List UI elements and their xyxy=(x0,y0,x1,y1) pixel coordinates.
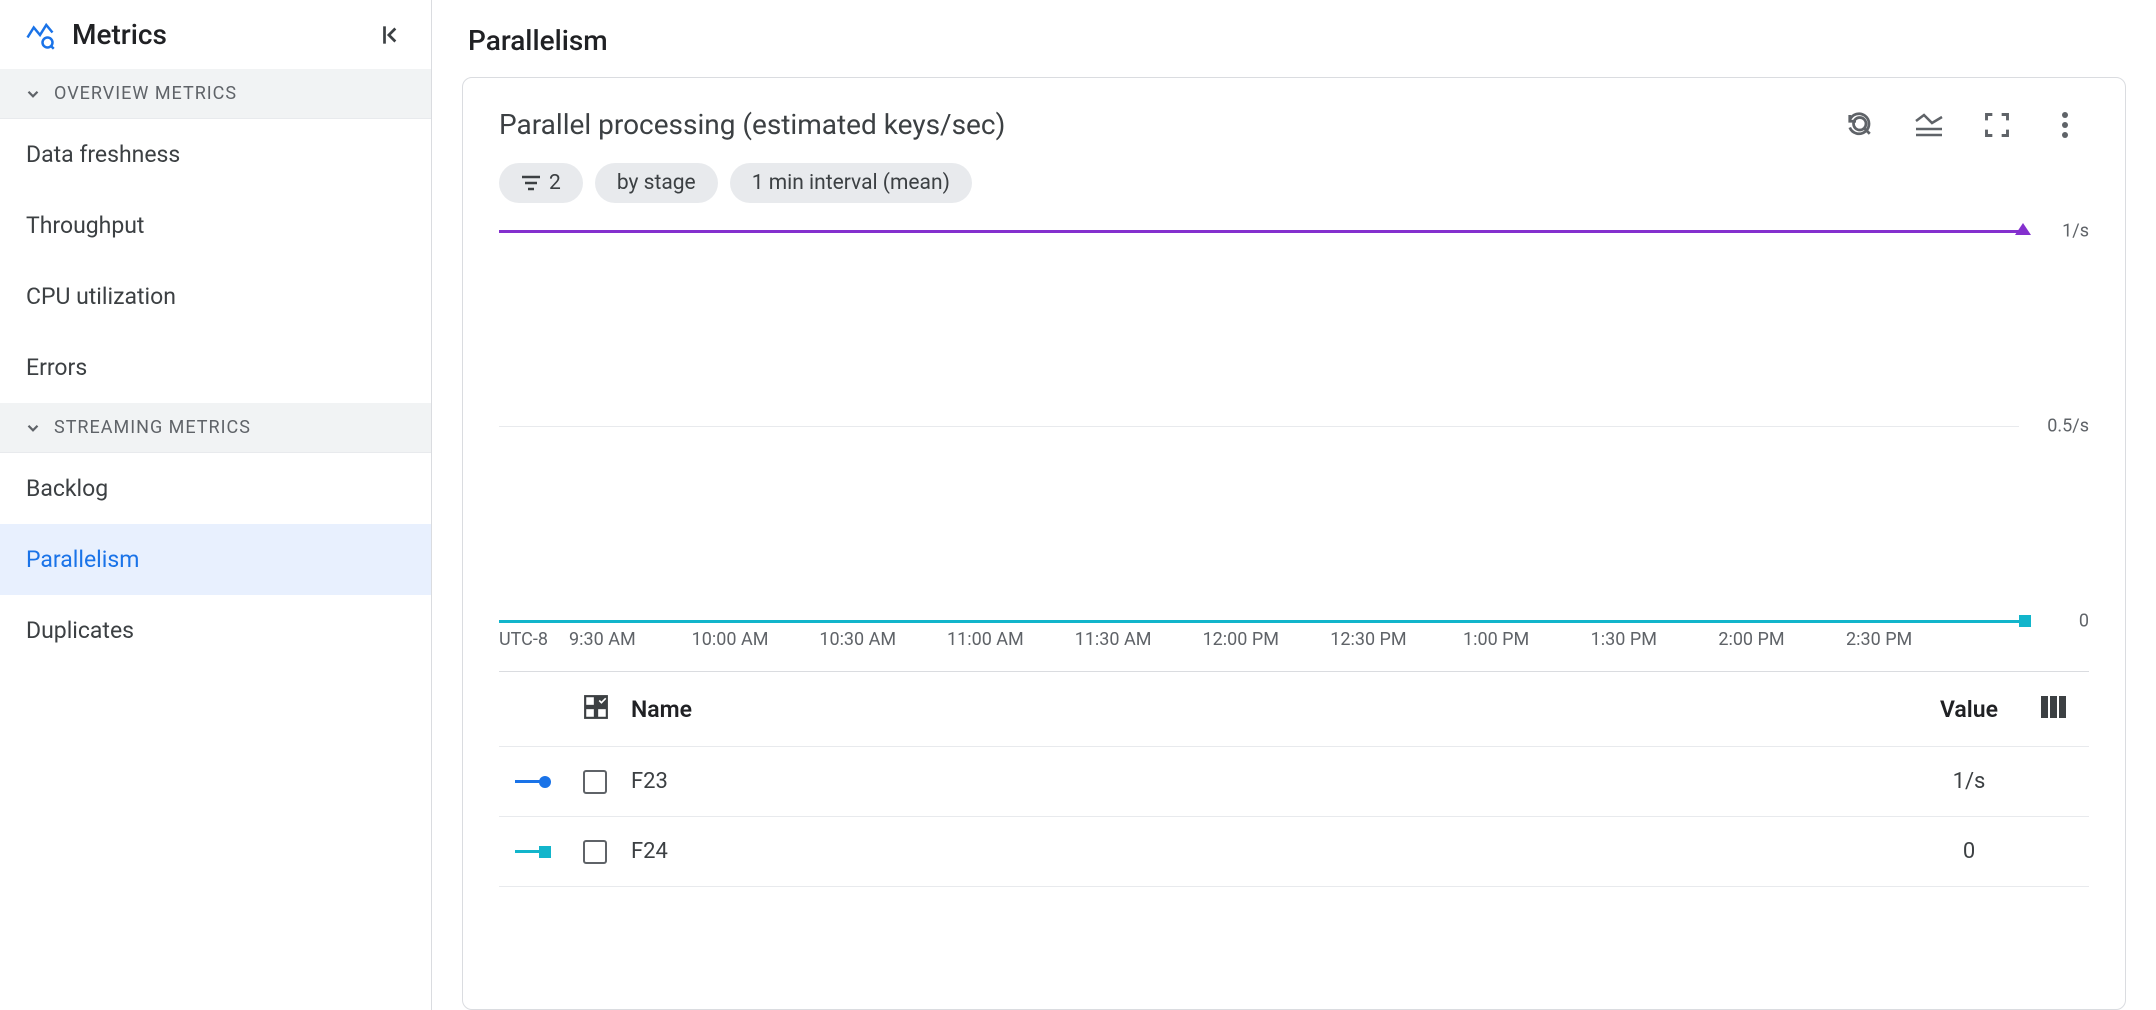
sidebar-item-cpu-utilization[interactable]: CPU utilization xyxy=(0,261,431,332)
legend-header: Name Value xyxy=(499,672,2089,747)
x-tick-label: 10:00 AM xyxy=(692,629,769,650)
sidebar-item-throughput[interactable]: Throughput xyxy=(0,190,431,261)
fullscreen-icon[interactable] xyxy=(1981,109,2013,141)
filter-count-label: 2 xyxy=(549,171,561,195)
x-tick-label: 11:00 AM xyxy=(947,629,1024,650)
sidebar-header: Metrics xyxy=(0,0,431,69)
y-tick-label: 1/s xyxy=(2062,221,2089,242)
x-tick-label: 1:00 PM xyxy=(1463,629,1529,650)
group-by-label: by stage xyxy=(617,171,696,195)
legend-checkbox[interactable] xyxy=(583,770,607,794)
chart-card: Parallel processing (estimated keys/sec) xyxy=(462,77,2126,1010)
columns-icon[interactable] xyxy=(2041,696,2067,722)
series-marker xyxy=(2015,223,2031,235)
series-line xyxy=(499,620,2019,623)
y-tick-label: 0.5/s xyxy=(2047,416,2089,437)
card-title: Parallel processing (estimated keys/sec) xyxy=(499,108,1005,141)
series-line xyxy=(499,230,2019,233)
card-header: Parallel processing (estimated keys/sec) xyxy=(499,108,2089,141)
filter-count-chip[interactable]: 2 xyxy=(499,163,583,203)
sidebar: Metrics OVERVIEW METRICS Data freshness … xyxy=(0,0,432,1010)
chart-area: UTC-8 9:30 AM 10:00 AM 10:30 AM 11:00 AM 11:… xyxy=(499,231,2089,661)
legend-name: F24 xyxy=(631,839,1909,864)
legend-swatch xyxy=(509,850,583,853)
legend-checkbox[interactable] xyxy=(583,840,607,864)
series-marker xyxy=(2019,615,2031,627)
x-tick-label: 12:00 PM xyxy=(1203,629,1279,650)
legend-row[interactable]: F240 xyxy=(499,817,2089,887)
filter-chips: 2 by stage 1 min interval (mean) xyxy=(499,163,2089,203)
sidebar-item-duplicates[interactable]: Duplicates xyxy=(0,595,431,666)
section-label: STREAMING METRICS xyxy=(54,417,251,438)
x-tick-label: 12:30 PM xyxy=(1330,629,1406,650)
filter-icon xyxy=(521,175,541,191)
reset-zoom-icon[interactable] xyxy=(1845,109,1877,141)
timezone-label: UTC-8 xyxy=(499,629,548,650)
x-tick-label: 1:30 PM xyxy=(1591,629,1657,650)
page-title: Parallelism xyxy=(432,0,2156,77)
x-tick-label: 11:30 AM xyxy=(1075,629,1152,650)
chevron-down-icon xyxy=(24,419,42,437)
main-content: Parallelism Parallel processing (estimat… xyxy=(432,0,2156,1010)
legend-col-name[interactable]: Name xyxy=(631,696,1909,723)
x-tick-label: 2:00 PM xyxy=(1718,629,1784,650)
collapse-sidebar-icon[interactable] xyxy=(375,19,407,51)
legend-name: F23 xyxy=(631,769,1909,794)
x-axis: UTC-8 9:30 AM 10:00 AM 10:30 AM 11:00 AM 11:… xyxy=(499,621,2019,661)
x-tick-label: 10:30 AM xyxy=(819,629,896,650)
legend-toggle-icon[interactable] xyxy=(1913,109,1945,141)
sidebar-item-errors[interactable]: Errors xyxy=(0,332,431,403)
sidebar-item-parallelism[interactable]: Parallelism xyxy=(0,524,431,595)
legend-value: 0 xyxy=(1909,839,2029,864)
card-toolbar xyxy=(1845,109,2089,141)
sidebar-item-data-freshness[interactable]: Data freshness xyxy=(0,119,431,190)
interval-label: 1 min interval (mean) xyxy=(752,171,950,195)
legend-col-value[interactable]: Value xyxy=(1909,696,2029,723)
legend-swatch xyxy=(509,780,583,783)
sidebar-item-backlog[interactable]: Backlog xyxy=(0,453,431,524)
y-tick-label: 0 xyxy=(2079,611,2089,632)
x-tick-label: 2:30 PM xyxy=(1846,629,1912,650)
legend-value: 1/s xyxy=(1909,769,2029,794)
x-tick-label: 9:30 AM xyxy=(569,629,636,650)
section-header-overview[interactable]: OVERVIEW METRICS xyxy=(0,69,431,119)
group-by-chip[interactable]: by stage xyxy=(595,163,718,203)
select-all-icon[interactable] xyxy=(583,694,609,724)
section-header-streaming[interactable]: STREAMING METRICS xyxy=(0,403,431,453)
more-options-icon[interactable] xyxy=(2049,109,2081,141)
metrics-icon xyxy=(24,19,56,51)
legend-row[interactable]: F231/s xyxy=(499,747,2089,817)
legend-table: Name Value F231/sF240 xyxy=(499,671,2089,887)
chevron-down-icon xyxy=(24,85,42,103)
section-label: OVERVIEW METRICS xyxy=(54,83,237,104)
sidebar-title: Metrics xyxy=(72,18,167,51)
interval-chip[interactable]: 1 min interval (mean) xyxy=(730,163,972,203)
